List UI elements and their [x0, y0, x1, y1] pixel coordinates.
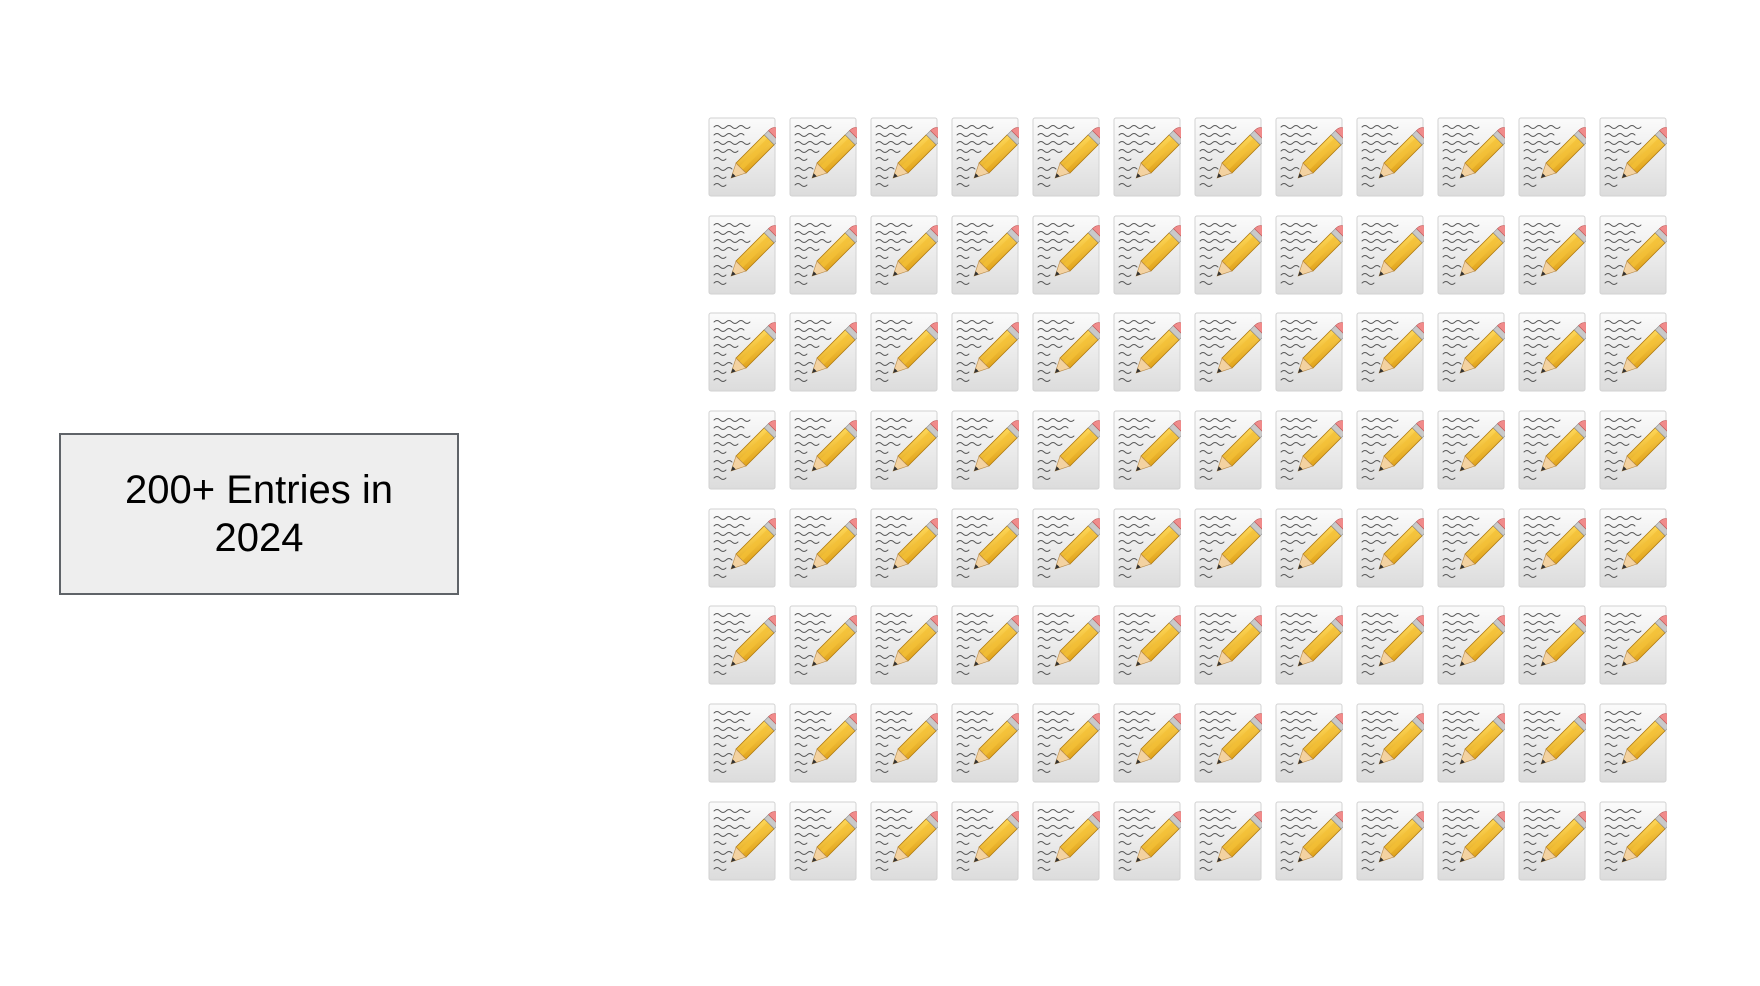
memo-icon — [1032, 703, 1106, 783]
memo-icon — [1437, 312, 1511, 392]
memo-icon — [1356, 605, 1430, 685]
memo-icon — [1518, 312, 1592, 392]
memo-icon — [1437, 117, 1511, 197]
memo-icon — [1032, 410, 1106, 490]
memo-icon — [870, 312, 944, 392]
memo-icon — [1032, 605, 1106, 685]
memo-icon — [1275, 117, 1349, 197]
memo-icon — [1599, 312, 1673, 392]
memo-icon — [708, 508, 782, 588]
memo-icon — [1194, 117, 1268, 197]
memo-icon — [951, 312, 1025, 392]
memo-icon — [708, 703, 782, 783]
memo-icon — [1356, 410, 1430, 490]
memo-icon — [1356, 703, 1430, 783]
memo-icon — [1032, 312, 1106, 392]
memo-icon — [789, 410, 863, 490]
memo-icon — [951, 605, 1025, 685]
memo-icon — [1518, 215, 1592, 295]
memo-icon — [708, 801, 782, 881]
memo-icon — [1275, 508, 1349, 588]
memo-icon — [870, 508, 944, 588]
memo-icon — [1599, 703, 1673, 783]
memo-icon — [708, 312, 782, 392]
memo-icon — [789, 801, 863, 881]
memo-icon — [708, 605, 782, 685]
memo-icon — [789, 703, 863, 783]
memo-icon — [1275, 801, 1349, 881]
memo-icon — [1194, 605, 1268, 685]
memo-icon — [1032, 508, 1106, 588]
memo-icon — [951, 410, 1025, 490]
memo-icon — [1518, 801, 1592, 881]
memo-icon — [1518, 508, 1592, 588]
memo-icon — [1518, 117, 1592, 197]
memo-icon — [1275, 605, 1349, 685]
memo-icon — [1113, 801, 1187, 881]
memo-icon — [1113, 117, 1187, 197]
entries-stat-box: 200+ Entries in 2024 — [59, 433, 459, 595]
memo-icon — [1194, 703, 1268, 783]
memo-icon — [1599, 508, 1673, 588]
memo-icon — [951, 508, 1025, 588]
memo-icon — [1437, 215, 1511, 295]
memo-icon — [708, 410, 782, 490]
memo-icon — [951, 117, 1025, 197]
memo-icon — [951, 215, 1025, 295]
memo-icon — [1113, 703, 1187, 783]
memo-icon — [1599, 410, 1673, 490]
memo-icon — [1113, 215, 1187, 295]
memo-icon — [1032, 117, 1106, 197]
memo-icon — [1518, 605, 1592, 685]
memo-icon — [1194, 312, 1268, 392]
memo-icon — [1275, 410, 1349, 490]
memo-icon — [1194, 215, 1268, 295]
entries-stat-text: 200+ Entries in 2024 — [125, 468, 393, 560]
memo-icon — [789, 215, 863, 295]
memo-icon — [789, 605, 863, 685]
memo-icon — [1194, 410, 1268, 490]
memo-icon — [1356, 508, 1430, 588]
memo-icon — [870, 605, 944, 685]
memo-icon — [789, 508, 863, 588]
memo-icon — [870, 215, 944, 295]
memo-icon — [870, 410, 944, 490]
memo-icon — [708, 215, 782, 295]
memo-icon — [870, 801, 944, 881]
memo-icon — [1194, 508, 1268, 588]
memo-icon — [1113, 410, 1187, 490]
memo-icon — [1356, 117, 1430, 197]
memo-icon — [870, 703, 944, 783]
memo-icon — [1194, 801, 1268, 881]
memo-icon — [1599, 215, 1673, 295]
memo-icon — [1356, 312, 1430, 392]
memo-icon — [1032, 215, 1106, 295]
memo-icon-grid — [708, 117, 1673, 881]
memo-icon — [1356, 215, 1430, 295]
memo-icon — [1113, 508, 1187, 588]
memo-icon — [1437, 703, 1511, 783]
memo-icon — [1275, 312, 1349, 392]
memo-icon — [789, 117, 863, 197]
memo-icon — [1356, 801, 1430, 881]
memo-icon — [1437, 801, 1511, 881]
memo-icon — [1032, 801, 1106, 881]
memo-icon — [1599, 801, 1673, 881]
memo-icon — [789, 312, 863, 392]
memo-icon — [1113, 312, 1187, 392]
memo-icon — [1518, 410, 1592, 490]
memo-icon — [951, 801, 1025, 881]
memo-icon — [951, 703, 1025, 783]
memo-icon — [1437, 410, 1511, 490]
memo-icon — [1275, 215, 1349, 295]
memo-icon — [870, 117, 944, 197]
memo-icon — [1437, 508, 1511, 588]
memo-icon — [1437, 605, 1511, 685]
memo-icon — [1599, 605, 1673, 685]
memo-icon — [1599, 117, 1673, 197]
memo-icon — [1518, 703, 1592, 783]
memo-icon — [1113, 605, 1187, 685]
memo-icon — [708, 117, 782, 197]
memo-icon — [1275, 703, 1349, 783]
